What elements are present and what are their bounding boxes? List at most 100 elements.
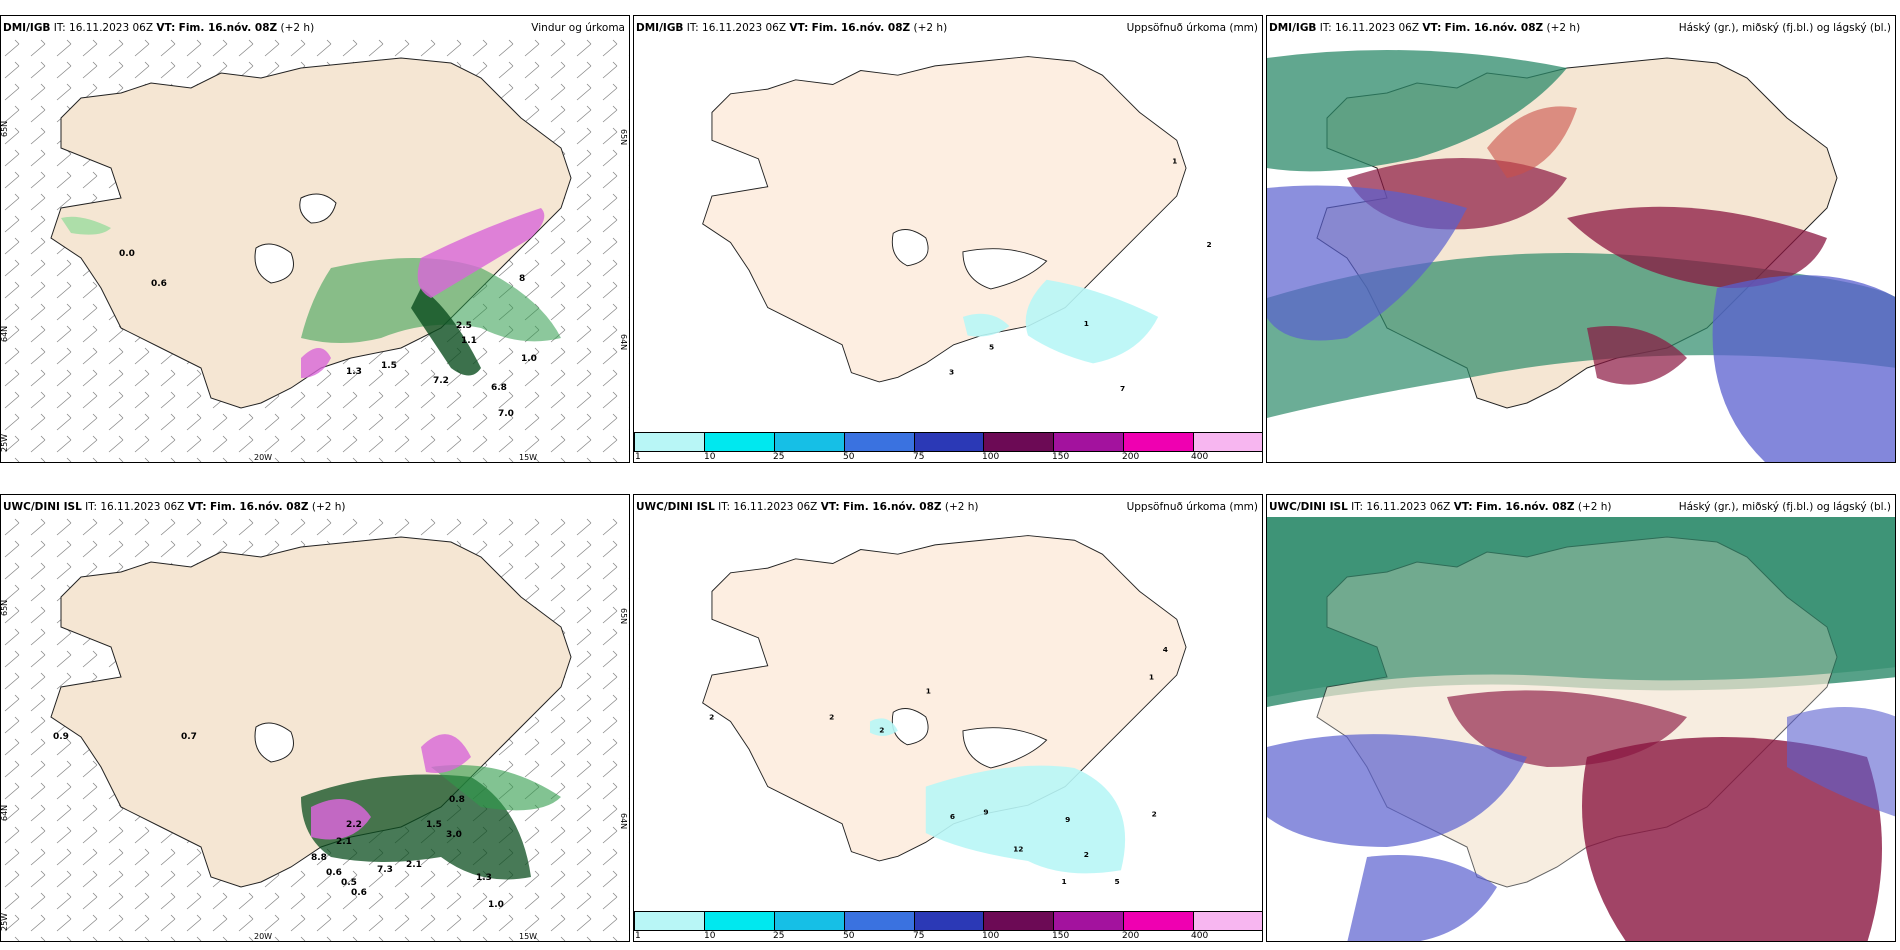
precip-label: 3 <box>949 368 954 377</box>
forecast-offset: (+2 h) <box>280 22 315 34</box>
lat-label: 65N <box>1 600 9 616</box>
map-cloud-cover <box>1267 517 1895 941</box>
model-name: DMI/IGB <box>636 22 684 34</box>
precip-label: 0.6 <box>151 279 167 289</box>
precip-label: 1.5 <box>426 820 442 830</box>
init-time: IT: 16.11.2023 06Z <box>1351 501 1451 513</box>
precip-label: 1.0 <box>521 354 537 364</box>
precip-label: 5 <box>989 342 994 351</box>
panel-header: UWC/DINI ISL IT: 16.11.2023 06Z VT: Fim.… <box>1267 495 1895 519</box>
map-accumulated-precip: 1 2 5 7 3 1 <box>656 38 1242 407</box>
colorbar-swatch <box>1124 912 1195 930</box>
panel-uwc-wind: UWC/DINI ISL IT: 16.11.2023 06Z VT: Fim.… <box>0 494 630 942</box>
panel-dmi-clouds: DMI/IGB IT: 16.11.2023 06Z VT: Fim. 16.n… <box>1266 15 1896 463</box>
precip-label: 9 <box>1065 815 1070 824</box>
precip-label: 0.8 <box>449 795 465 805</box>
colorbar-tick: 50 <box>843 931 855 941</box>
precip-label: 7.2 <box>433 376 449 386</box>
precip-label: 1.0 <box>488 900 504 910</box>
valid-label: VT: <box>156 22 176 34</box>
precip-label: 2.2 <box>346 820 362 830</box>
panel-uwc-clouds: UWC/DINI ISL IT: 16.11.2023 06Z VT: Fim.… <box>1266 494 1896 942</box>
colorbar-tick: 1 <box>635 931 641 941</box>
precip-label: 4 <box>1163 645 1168 654</box>
model-name: DMI/IGB <box>3 22 51 34</box>
precip-label: 7.3 <box>377 865 393 875</box>
precip-label: 2.1 <box>336 837 352 847</box>
init-time: IT: 16.11.2023 06Z <box>718 501 818 513</box>
map-accumulated-precip: 2 2 2 1 4 1 6 9 12 2 1 5 9 2 <box>656 517 1242 886</box>
lat-label: 64N <box>1 805 9 821</box>
valid-time: Fim. 16.nóv. 08Z <box>209 501 309 513</box>
panel-title: Uppsöfnuð úrkoma (mm) <box>1126 501 1258 513</box>
precip-label: 2 <box>709 713 714 722</box>
colorbar-swatch <box>635 433 705 451</box>
valid-time: Fim. 16.nóv. 08Z <box>811 22 911 34</box>
lat-label: 65N <box>1 121 9 137</box>
colorbar-swatch <box>1194 912 1262 930</box>
forecast-offset: (+2 h) <box>311 501 346 513</box>
precip-label: 2 <box>1206 240 1211 249</box>
colorbar-swatches <box>634 911 1262 931</box>
colorbar-swatch <box>914 433 985 451</box>
panel-title: Vindur og úrkoma <box>531 22 625 34</box>
valid-label: VT: <box>1453 501 1473 513</box>
precip-label: 0.6 <box>351 888 367 898</box>
precip-label: 1.5 <box>381 361 397 371</box>
precip-pink-band <box>417 208 545 298</box>
colorbar-tick: 150 <box>1052 452 1070 462</box>
precip-label: 2 <box>829 713 834 722</box>
precip-label: 5 <box>1114 877 1119 886</box>
precip-label: 1 <box>1084 319 1089 328</box>
model-name: UWC/DINI ISL <box>1269 501 1348 513</box>
precip-label: 2 <box>1152 809 1157 818</box>
panel-title: Háský (gr.), miðský (fj.bl.) og lágský (… <box>1678 22 1891 34</box>
map-wind-precip: 0.9 0.7 2.2 2.1 8.8 0.6 0.5 0.6 7.3 2.1 … <box>1 517 629 941</box>
colorbar-tick: 400 <box>1191 452 1209 462</box>
panel-uwc-precip: UWC/DINI ISL IT: 16.11.2023 06Z VT: Fim.… <box>633 494 1263 942</box>
panel-title: Háský (gr.), miðský (fj.bl.) og lágský (… <box>1678 501 1891 513</box>
precip-label: 0.0 <box>119 249 135 259</box>
lat-label: 64N <box>619 813 628 829</box>
precip-label: 7.0 <box>498 409 514 419</box>
precip-label: 2 <box>1084 850 1089 859</box>
precip-label: 6 <box>950 812 955 821</box>
panel-header: DMI/IGB IT: 16.11.2023 06Z VT: Fim. 16.n… <box>1267 16 1895 40</box>
precip-label: 1.3 <box>346 367 362 377</box>
panel-title: Uppsöfnuð úrkoma (mm) <box>1126 22 1258 34</box>
colorbar-tick: 25 <box>773 452 785 462</box>
colorbar-tick: 100 <box>982 452 1000 462</box>
panel-header: UWC/DINI ISL IT: 16.11.2023 06Z VT: Fim.… <box>634 495 1262 519</box>
colorbar-swatch <box>635 912 705 930</box>
colorbar-tick: 200 <box>1122 931 1140 941</box>
precip-label: 1 <box>1172 156 1177 165</box>
precip-label: 2.5 <box>456 321 472 331</box>
colorbar-swatch <box>844 433 915 451</box>
colorbar-swatch <box>844 912 915 930</box>
colorbar-swatch <box>704 433 775 451</box>
lat-label: 64N <box>619 334 628 350</box>
colorbar-swatch <box>1054 433 1125 451</box>
lon-label: 25W <box>1 434 9 452</box>
precip-label: 2.1 <box>406 860 422 870</box>
precip-pink-band <box>311 799 371 840</box>
colorbar-swatch <box>704 912 775 930</box>
colorbar-swatch <box>984 433 1055 451</box>
panel-dmi-precip: DMI/IGB IT: 16.11.2023 06Z VT: Fim. 16.n… <box>633 15 1263 463</box>
init-time: IT: 16.11.2023 06Z <box>1319 22 1420 34</box>
colorbar: 1 10 25 50 75 100 150 200 400 <box>634 911 1262 941</box>
model-name: UWC/DINI ISL <box>636 501 715 513</box>
precip-label: 1 <box>926 687 931 696</box>
precip-label: 1.3 <box>476 873 492 883</box>
precip-label: 8.8 <box>311 853 327 863</box>
colorbar-tick: 1 <box>635 452 641 462</box>
valid-time: Fim. 16.nóv. 08Z <box>1444 22 1544 34</box>
colorbar-tick: 10 <box>704 452 716 462</box>
precip-cyan-area <box>925 765 1126 874</box>
colorbar-swatch <box>1124 433 1195 451</box>
colorbar-tick: 75 <box>913 452 925 462</box>
colorbar-tick: 25 <box>773 931 785 941</box>
valid-time: Fim. 16.nóv. 08Z <box>842 501 942 513</box>
lon-label: 25W <box>1 913 9 931</box>
colorbar-tick: 75 <box>913 931 925 941</box>
